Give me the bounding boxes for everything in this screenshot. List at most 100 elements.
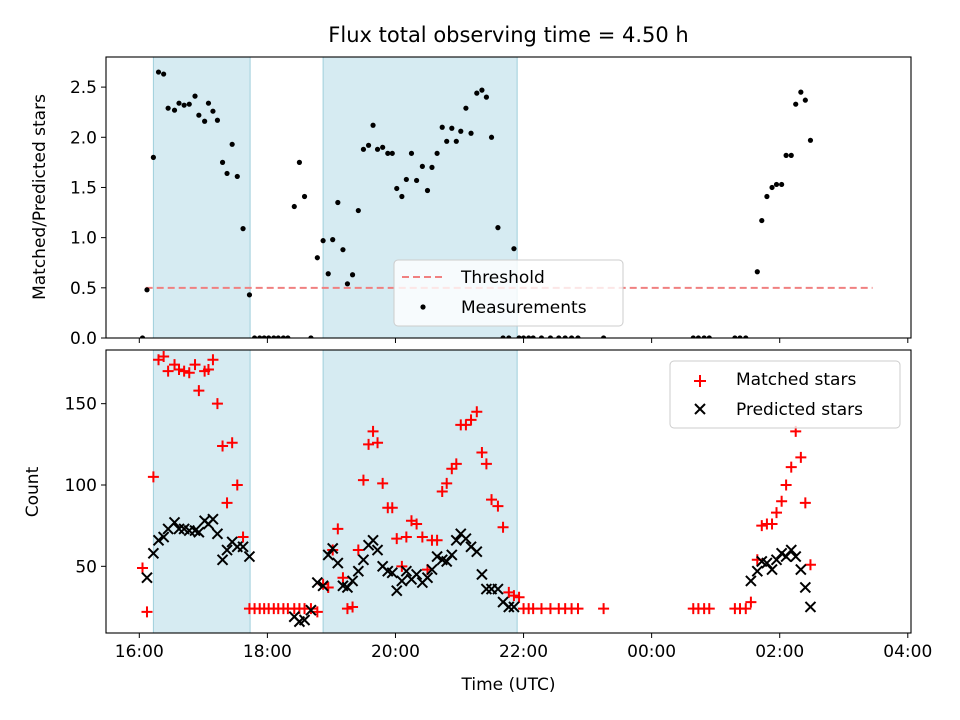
measurement-point-33 [308,335,314,338]
y-tick-label-top-3: 1.5 [70,178,97,198]
measurement-point-84 [601,335,607,338]
matched-point-73 [508,590,520,602]
measurement-point-81 [562,335,568,338]
matched-point-44 [363,438,375,450]
measurement-point-43 [360,146,367,152]
matched-point-15 [211,398,223,410]
measurement-point-77 [530,335,536,338]
y-tick-label-top-5: 2.5 [70,78,97,98]
matched-point-41 [347,601,359,613]
count-y-axis-label: Count [23,466,43,517]
measurement-point-93 [759,217,765,224]
y-tick-label-bottom-1: 100 [65,476,97,496]
measurement-point-80 [556,335,562,338]
predicted-point-77 [804,601,817,613]
predicted-point-48 [426,563,438,576]
predicted-point-6 [173,523,185,535]
matched-point-84 [598,603,610,615]
matched-point-1 [141,606,153,618]
predicted-point-25 [311,576,324,589]
measurement-point-25 [266,335,272,338]
threshold-legend-label: Threshold [460,268,545,288]
predicted-point-61 [492,583,504,595]
measurements-legend-label: Measurements [461,298,587,318]
predicted-point-16 [221,544,233,556]
matched-point-96 [766,518,778,530]
measurement-point-97 [779,181,785,188]
matched-point-52 [400,531,412,543]
matched-point-39 [337,572,349,584]
x-tick-label-6: 04:00 [883,642,932,662]
measurement-point-85 [690,335,696,338]
measurement-point-0 [139,335,146,338]
measurement-point-99 [788,152,794,158]
measurement-point-46 [374,146,381,152]
measurement-point-64 [463,105,469,111]
measurement-point-91 [743,335,749,338]
measurement-point-36 [325,271,331,277]
predicted-point-2 [152,534,165,547]
matched-legend-label: Matched stars [736,370,856,390]
predicted-point-55 [460,532,472,545]
matched-point-5 [162,365,174,377]
measurement-point-18 [229,141,235,147]
measurement-point-54 [414,177,420,184]
measurement-point-11 [196,112,202,118]
predicted-point-52 [446,549,458,561]
x-tick-label-2: 20:00 [371,642,420,662]
matched-point-60 [441,477,453,489]
matched-point-0 [137,562,149,574]
y-tick-label-bottom-2: 150 [65,395,97,415]
measurement-point-4 [161,71,167,77]
matched-point-9 [183,367,195,379]
predicted-point-66 [751,565,764,577]
measurement-point-86 [695,335,701,338]
measurement-point-62 [453,138,459,144]
measurements-legend-swatch [420,304,426,310]
predicted-point-33 [352,565,365,577]
matched-point-43 [357,474,369,486]
matched-point-13 [202,364,214,376]
measurement-point-15 [214,117,221,123]
matched-point-94 [756,520,768,532]
predicted-point-13 [207,513,219,525]
measurement-point-103 [807,137,814,143]
observing-windows-bottom [152,350,518,633]
predicted-point-3 [157,531,170,543]
measurement-point-82 [568,335,575,338]
measurement-point-6 [171,107,178,113]
predicted-point-23 [298,614,311,626]
matched-point-45 [367,425,379,437]
matched-point-4 [158,351,170,363]
ratio-legend-box [393,259,624,327]
measurement-point-40 [344,281,351,287]
matched-point-68 [480,458,492,470]
predicted-point-37 [371,544,384,556]
measurement-point-78 [538,335,545,338]
measurement-point-22 [251,335,258,338]
matched-point-38 [332,523,344,535]
x-axis-label: Time (UTC) [461,675,556,695]
measurement-point-68 [483,94,490,100]
matched-point-69 [486,494,498,506]
measurement-point-2 [150,154,156,160]
measurement-point-74 [516,335,522,338]
plot-frame-bottom [105,349,912,634]
predicted-point-64 [508,601,520,613]
measurement-point-95 [769,184,775,191]
x-tick-label-1: 18:00 [243,642,292,662]
predicted-point-63 [503,601,515,613]
predicted-point-40 [386,567,398,579]
y-tick-label-top-2: 1.0 [70,229,97,249]
measurement-point-42 [355,207,361,214]
matched-point-71 [497,521,509,533]
measurement-point-16 [219,159,226,165]
measurement-point-56 [424,187,431,194]
predicted-point-57 [471,545,483,558]
ratio-y-axis-label: Matched/Predicted stars [30,94,50,300]
predicted-point-42 [396,575,408,587]
matched-point-54 [411,518,423,530]
matched-point-59 [436,486,448,497]
matched-point-92 [745,596,757,608]
measurement-point-65 [468,130,474,136]
